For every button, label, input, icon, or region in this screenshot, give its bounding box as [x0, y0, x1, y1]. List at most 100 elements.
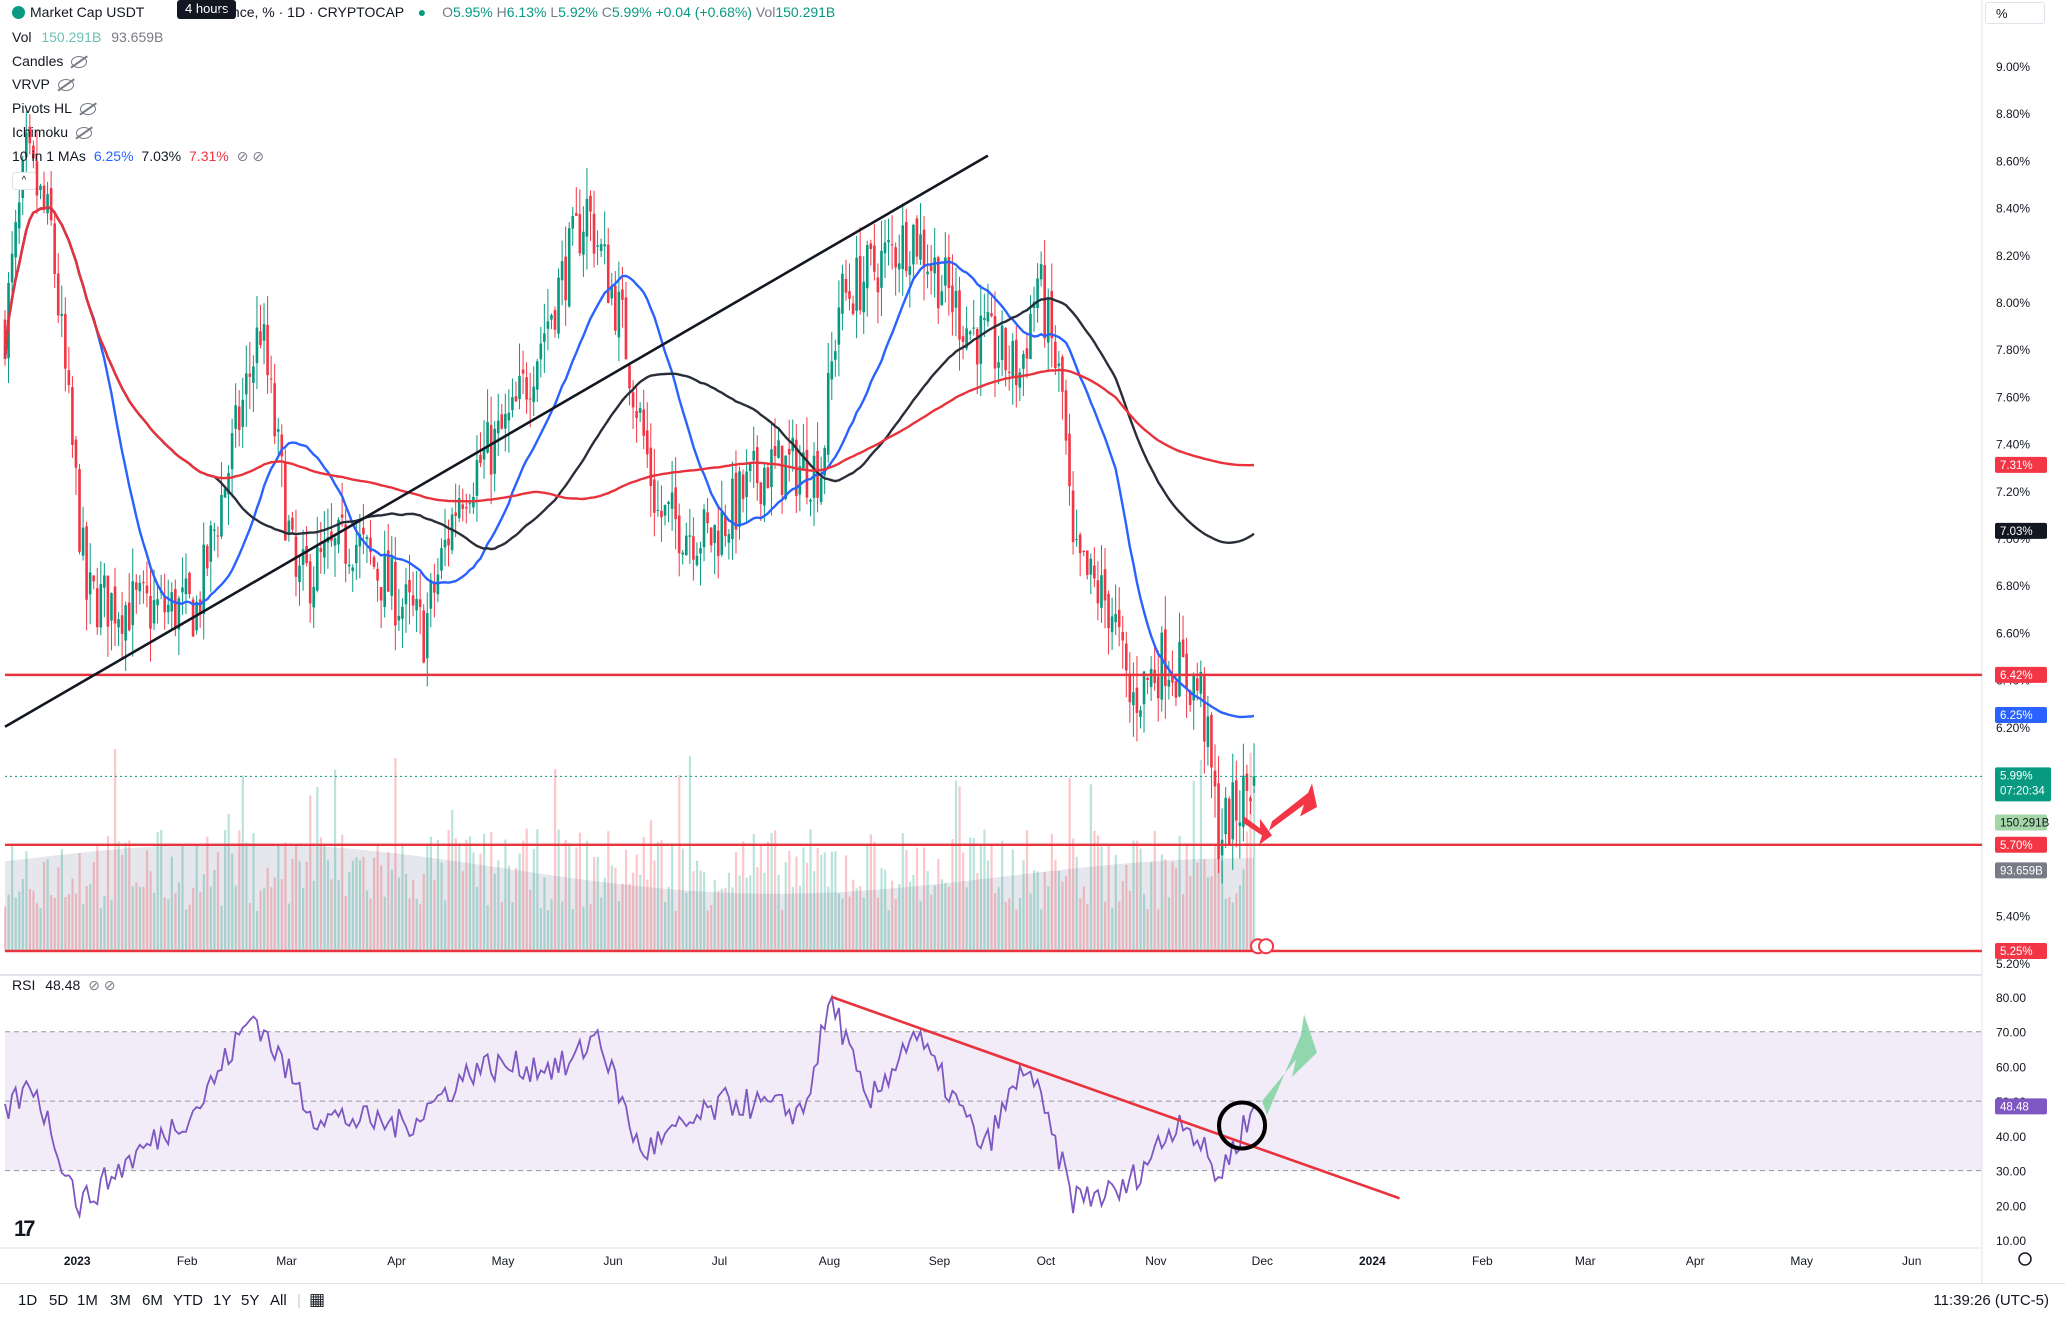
rsi-trendline[interactable] — [831, 995, 1400, 1200]
range-1y[interactable]: 1Y — [213, 1292, 232, 1309]
candle-body — [276, 429, 280, 432]
hidden-eye-icon[interactable] — [76, 127, 93, 140]
symbol-title-tail[interactable]: nance, % · 1D · CRYPTOCAP — [216, 4, 404, 20]
volume-bar — [302, 888, 305, 951]
candle-body — [1174, 681, 1178, 698]
calendar-icon[interactable]: ▦ — [309, 1290, 326, 1309]
volume-bar — [96, 845, 99, 951]
scale-mode-button[interactable]: % — [1985, 2, 2045, 24]
candle-body — [649, 447, 653, 486]
candle-body — [291, 517, 294, 530]
rsi-badge: 48.48 — [2000, 1101, 2029, 1113]
rsi-breakout-circle[interactable] — [1217, 1100, 1268, 1151]
volume-bar — [394, 758, 397, 951]
clock-timezone[interactable]: 11:39:26 (UTC-5) — [1933, 1292, 2049, 1309]
event-flag-icon[interactable] — [1258, 938, 1275, 955]
range-1m[interactable]: 1M — [77, 1292, 98, 1309]
volume-bar — [206, 836, 209, 951]
volume-bar — [1011, 849, 1014, 951]
candle-body — [514, 396, 518, 402]
range-6m[interactable]: 6M — [142, 1292, 163, 1309]
rsi-tick-label: 70.00 — [1996, 1026, 2026, 1040]
volume-bar — [1214, 844, 1217, 951]
rsi-legend[interactable]: RSI 48.48 ⊘ ⊘ — [12, 977, 116, 993]
range-5y[interactable]: 5Y — [241, 1292, 260, 1309]
volume-bar — [479, 853, 482, 951]
volume-bar — [131, 886, 134, 951]
red-arrow-right-icon[interactable] — [1244, 816, 1273, 845]
volume-bar — [706, 910, 709, 951]
volume-bar — [1008, 898, 1011, 951]
volume-bar — [951, 839, 954, 951]
volume-bar — [419, 904, 422, 951]
hidden-eye-icon[interactable] — [57, 79, 74, 92]
volume-bar — [1210, 876, 1213, 951]
ichimoku-legend[interactable]: Ichimoku — [12, 123, 93, 141]
candle-body — [457, 498, 461, 519]
symbol-legend[interactable]: Market Cap USDT nance, % · 1D · CRYPTOCAP… — [12, 3, 835, 21]
pivots-legend[interactable]: Pivots HL — [12, 99, 96, 117]
volume-bar — [28, 889, 32, 951]
volume-bar — [1064, 875, 1068, 951]
green-arrow-up-icon[interactable] — [1262, 1014, 1318, 1116]
candle-body — [85, 526, 88, 600]
candle-body — [738, 471, 741, 527]
hidden-eye-icon[interactable] — [71, 56, 88, 69]
collapse-legend-button[interactable]: ^ — [12, 172, 36, 190]
red-arrow-up-icon[interactable] — [1269, 783, 1318, 831]
candle-body — [926, 271, 929, 275]
price-trendline[interactable] — [4, 154, 989, 728]
range-ytd[interactable]: YTD — [173, 1292, 203, 1309]
symbol-title[interactable]: Market Cap USDT — [30, 4, 145, 20]
hidden-eye-icon[interactable] — [79, 103, 96, 116]
candle-body — [71, 387, 74, 445]
candles-legend[interactable]: Candles — [12, 52, 88, 70]
settings-gear-icon[interactable] — [2018, 1252, 2032, 1266]
candle-body — [269, 378, 273, 380]
candle-body — [784, 455, 787, 500]
candle-body — [14, 222, 17, 258]
mas-legend[interactable]: 10 in 1 MAs 6.25% 7.03% 7.31% ⊘ ⊘ — [12, 148, 264, 164]
candle-body — [425, 613, 429, 659]
candle-body — [1093, 565, 1096, 579]
candle-body — [535, 361, 539, 390]
volume-bar — [933, 885, 936, 951]
candle-body — [837, 307, 841, 345]
volume-bar — [174, 893, 177, 951]
candle-body — [1018, 372, 1022, 388]
range-5d[interactable]: 5D — [49, 1292, 69, 1309]
volume-bar — [348, 872, 351, 951]
candle-body — [589, 195, 592, 212]
candle-body — [787, 448, 791, 455]
volume-bar — [965, 887, 968, 951]
candle-body — [308, 561, 312, 604]
volume-bar — [674, 910, 677, 951]
candle-body — [940, 291, 944, 306]
volume-bar — [199, 891, 202, 951]
candle-body — [237, 406, 241, 431]
range-all[interactable]: All — [270, 1292, 287, 1309]
candle-body — [890, 244, 894, 246]
volume-bar — [1203, 859, 1206, 951]
volume-bar — [138, 886, 142, 951]
range-1d[interactable]: 1D — [18, 1292, 38, 1309]
volume-bar — [994, 892, 997, 951]
volume-legend[interactable]: Vol 150.291B 93.659B — [12, 29, 164, 45]
volume-bar — [869, 834, 873, 951]
volume-bar — [383, 896, 386, 951]
tradingview-logo-icon[interactable]: 17 — [14, 1216, 36, 1241]
candle-body — [1164, 629, 1167, 686]
volume-bar — [685, 892, 688, 951]
volume-bar — [284, 842, 287, 951]
volume-bar — [926, 871, 929, 951]
candle-body — [677, 515, 681, 554]
level-badge: 5.70% — [2000, 840, 2033, 852]
candle-body — [1245, 773, 1249, 791]
range-3m[interactable]: 3M — [110, 1292, 131, 1309]
volume-bar — [1235, 893, 1238, 951]
candle-body — [922, 229, 926, 268]
candle-body — [709, 527, 713, 546]
candle-body — [1178, 641, 1181, 697]
vrvp-legend[interactable]: VRVP — [12, 75, 74, 93]
